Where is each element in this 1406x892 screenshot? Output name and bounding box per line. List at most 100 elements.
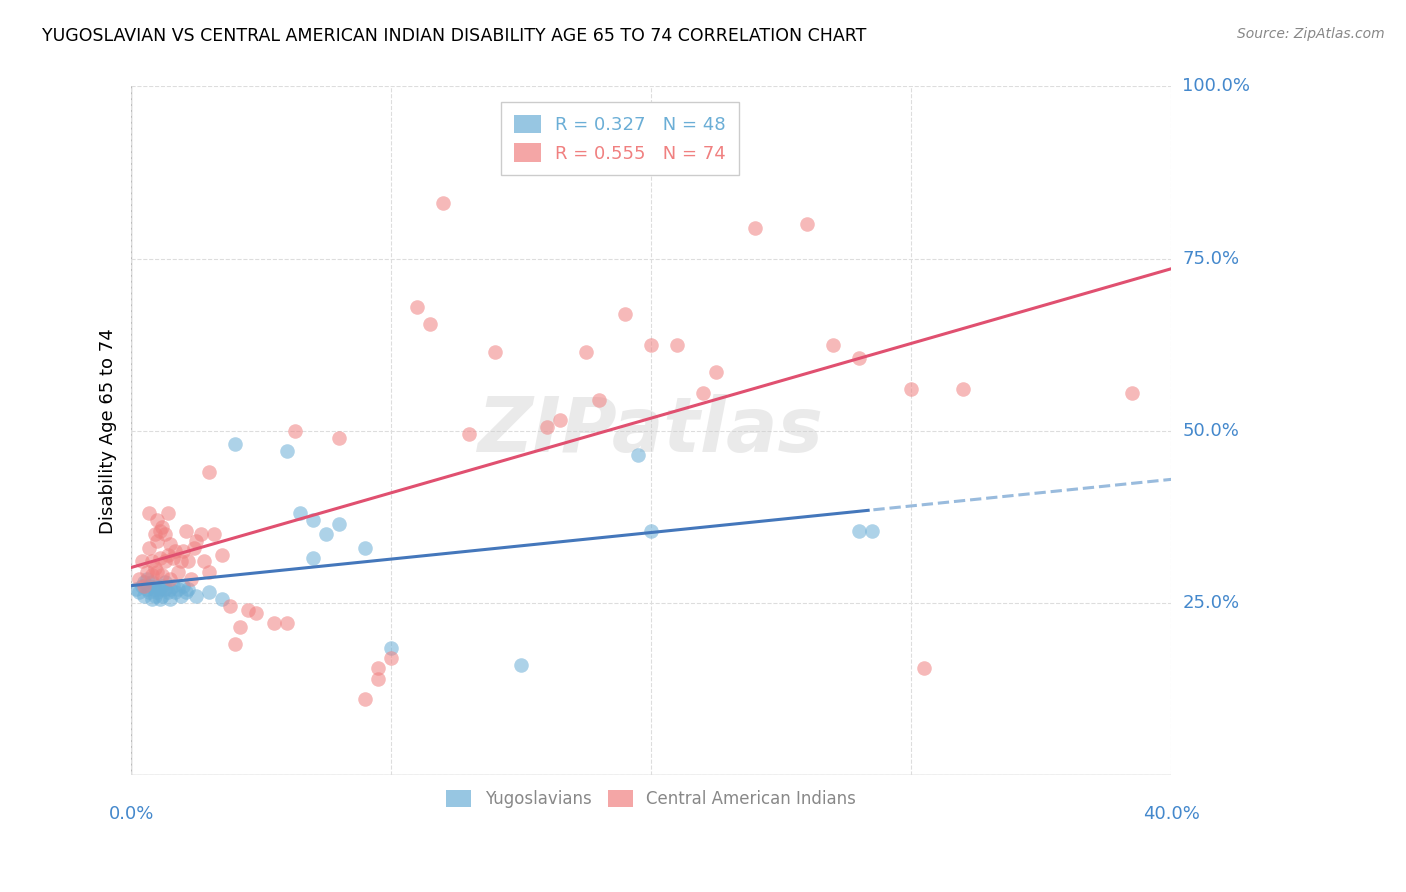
Point xyxy=(406,300,429,314)
Point xyxy=(159,572,181,586)
Point xyxy=(152,578,174,592)
Text: 50.0%: 50.0% xyxy=(1182,422,1239,440)
Point xyxy=(796,217,818,231)
Point xyxy=(172,578,194,592)
Point xyxy=(135,582,157,596)
Point xyxy=(219,599,242,614)
Point xyxy=(152,568,174,582)
Point xyxy=(575,344,598,359)
Point xyxy=(169,589,191,603)
Point xyxy=(380,651,402,665)
Point xyxy=(666,337,689,351)
Point xyxy=(128,585,150,599)
Point xyxy=(152,520,174,534)
Point xyxy=(952,383,974,397)
Point xyxy=(302,551,325,566)
Point xyxy=(860,524,883,538)
Point xyxy=(156,548,179,562)
Point xyxy=(380,640,402,655)
Point xyxy=(172,544,194,558)
Point xyxy=(135,572,157,586)
Point xyxy=(177,582,200,596)
Point xyxy=(146,585,169,599)
Point xyxy=(149,582,172,596)
Point xyxy=(290,506,312,520)
Point xyxy=(198,585,221,599)
Point xyxy=(510,657,533,672)
Point xyxy=(162,551,184,566)
Point xyxy=(152,589,174,603)
Point xyxy=(146,565,169,579)
Text: YUGOSLAVIAN VS CENTRAL AMERICAN INDIAN DISABILITY AGE 65 TO 74 CORRELATION CHART: YUGOSLAVIAN VS CENTRAL AMERICAN INDIAN D… xyxy=(42,27,866,45)
Point xyxy=(153,554,176,568)
Text: Source: ZipAtlas.com: Source: ZipAtlas.com xyxy=(1237,27,1385,41)
Point xyxy=(276,616,298,631)
Point xyxy=(848,524,870,538)
Y-axis label: Disability Age 65 to 74: Disability Age 65 to 74 xyxy=(100,327,117,533)
Point xyxy=(823,337,845,351)
Point xyxy=(141,554,163,568)
Point xyxy=(146,578,169,592)
Point xyxy=(432,196,454,211)
Point xyxy=(548,413,571,427)
Text: ZIPatlas: ZIPatlas xyxy=(478,393,824,467)
Point xyxy=(131,578,153,592)
Point xyxy=(640,524,662,538)
Point xyxy=(190,527,212,541)
Point xyxy=(156,585,179,599)
Point xyxy=(165,585,187,599)
Point xyxy=(143,561,166,575)
Point xyxy=(153,575,176,590)
Point xyxy=(167,582,190,596)
Point xyxy=(153,582,176,596)
Point xyxy=(141,575,163,590)
Text: 0.0%: 0.0% xyxy=(108,805,153,823)
Point xyxy=(141,568,163,582)
Point xyxy=(284,424,307,438)
Text: 25.0%: 25.0% xyxy=(1182,594,1240,612)
Point xyxy=(146,533,169,548)
Point xyxy=(198,465,221,479)
Point xyxy=(276,444,298,458)
Point xyxy=(174,524,197,538)
Text: 75.0%: 75.0% xyxy=(1182,250,1240,268)
Point xyxy=(245,606,267,620)
Point xyxy=(138,578,160,592)
Point xyxy=(186,533,208,548)
Point xyxy=(143,582,166,596)
Legend: Yugoslavians, Central American Indians: Yugoslavians, Central American Indians xyxy=(440,783,863,814)
Point xyxy=(138,541,160,555)
Point xyxy=(174,585,197,599)
Point xyxy=(131,554,153,568)
Point xyxy=(153,527,176,541)
Point xyxy=(149,592,172,607)
Point xyxy=(354,692,377,706)
Point xyxy=(149,551,172,566)
Text: 40.0%: 40.0% xyxy=(1143,805,1199,823)
Point xyxy=(211,592,233,607)
Point xyxy=(167,565,190,579)
Point xyxy=(128,572,150,586)
Point xyxy=(186,589,208,603)
Point xyxy=(692,385,714,400)
Point xyxy=(193,554,215,568)
Point xyxy=(180,572,202,586)
Point xyxy=(169,554,191,568)
Point xyxy=(198,565,221,579)
Point xyxy=(135,565,157,579)
Point xyxy=(328,516,350,531)
Point xyxy=(159,582,181,596)
Point xyxy=(328,431,350,445)
Point xyxy=(143,589,166,603)
Point xyxy=(704,365,727,379)
Point xyxy=(588,392,610,407)
Point xyxy=(211,548,233,562)
Point xyxy=(640,337,662,351)
Point xyxy=(536,420,558,434)
Point xyxy=(1121,385,1143,400)
Point xyxy=(138,585,160,599)
Point xyxy=(224,637,246,651)
Point xyxy=(848,351,870,366)
Point xyxy=(165,544,187,558)
Point xyxy=(162,578,184,592)
